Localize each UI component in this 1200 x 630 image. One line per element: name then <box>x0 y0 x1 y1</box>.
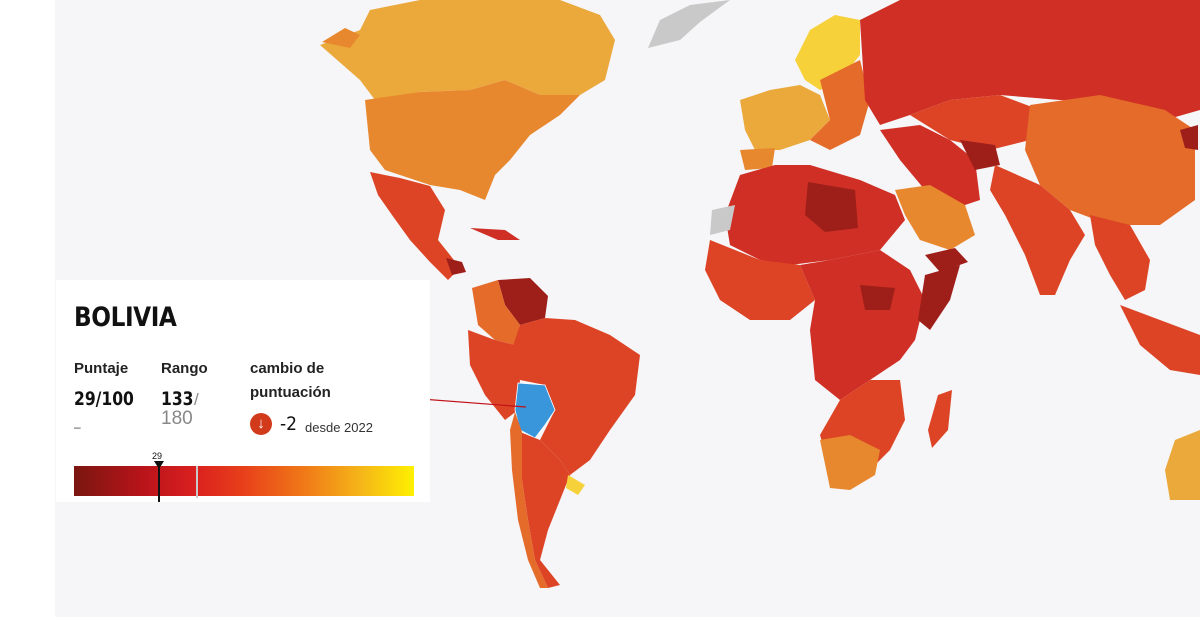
country-north-korea[interactable] <box>1180 125 1198 150</box>
country-uruguay[interactable] <box>566 475 585 495</box>
world-map[interactable] <box>55 0 1200 617</box>
scale-marker-line <box>158 466 160 502</box>
country-somalia[interactable] <box>918 265 960 330</box>
arrow-down-icon: ↓ <box>250 413 272 435</box>
score-label: Puntaje <box>74 360 129 377</box>
rank-total: 180 <box>161 408 193 429</box>
score-value: 29/100 <box>74 388 134 410</box>
country-india[interactable] <box>990 165 1085 295</box>
country-cuba[interactable] <box>470 228 520 240</box>
country-western-europe[interactable] <box>740 85 830 150</box>
country-middle-east[interactable] <box>880 125 980 210</box>
country-iberia[interactable] <box>740 148 775 170</box>
change-since: desde 2022 <box>305 420 373 435</box>
rank-label: Rango <box>161 360 208 377</box>
scale-average-line <box>196 466 198 498</box>
country-west-sahara[interactable] <box>710 205 735 235</box>
country-eastern-europe[interactable] <box>810 60 870 150</box>
world-map-svg <box>320 0 1200 588</box>
change-label-line1: cambio de <box>250 360 325 377</box>
country-guatemala[interactable] <box>446 258 466 275</box>
country-australia[interactable] <box>1165 430 1200 500</box>
country-south-africa[interactable] <box>820 435 880 490</box>
country-bolivia[interactable] <box>514 382 556 439</box>
country-yemen[interactable] <box>925 248 968 272</box>
score-sub: – <box>74 420 81 434</box>
country-mexico[interactable] <box>370 172 460 280</box>
country-central-asia[interactable] <box>910 95 1040 150</box>
country-central-africa[interactable] <box>800 250 925 400</box>
score-scale-bar: 29 <box>74 451 414 502</box>
country-canada[interactable] <box>320 0 615 100</box>
country-usa-alaska[interactable] <box>322 28 360 48</box>
country-libya[interactable] <box>805 182 858 232</box>
country-peru[interactable] <box>468 330 520 420</box>
country-brazil[interactable] <box>510 318 640 475</box>
country-saudi-arabia[interactable] <box>895 185 975 250</box>
country-indonesia[interactable] <box>1120 305 1200 375</box>
country-title: BOLIVIA <box>74 302 177 333</box>
country-greenland[interactable] <box>648 0 730 48</box>
country-afghanistan[interactable] <box>960 140 1000 170</box>
country-colombia[interactable] <box>472 280 520 345</box>
country-usa[interactable] <box>365 80 580 200</box>
country-south-sudan[interactable] <box>860 285 895 310</box>
country-info-card: BOLIVIA Puntaje 29/100 – Rango 133 / 180… <box>56 280 430 502</box>
scale-marker-label: 29 <box>152 451 163 461</box>
rank-slash: / <box>194 390 199 409</box>
country-chile[interactable] <box>510 412 548 588</box>
country-west-africa[interactable] <box>705 240 815 320</box>
country-venezuela[interactable] <box>498 278 548 325</box>
country-china[interactable] <box>1025 95 1195 225</box>
change-label-line2: puntuación <box>250 384 331 401</box>
country-argentina[interactable] <box>520 432 570 588</box>
country-madagascar[interactable] <box>928 390 952 448</box>
rank-value: 133 <box>161 388 194 410</box>
change-value: -2 <box>280 413 298 435</box>
country-russia[interactable] <box>860 0 1200 125</box>
country-southeast-asia[interactable] <box>1090 215 1150 300</box>
scale-marker-triangle <box>154 461 164 469</box>
